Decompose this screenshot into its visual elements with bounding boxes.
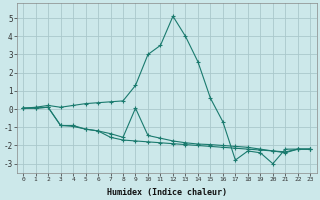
X-axis label: Humidex (Indice chaleur): Humidex (Indice chaleur) (107, 188, 227, 197)
